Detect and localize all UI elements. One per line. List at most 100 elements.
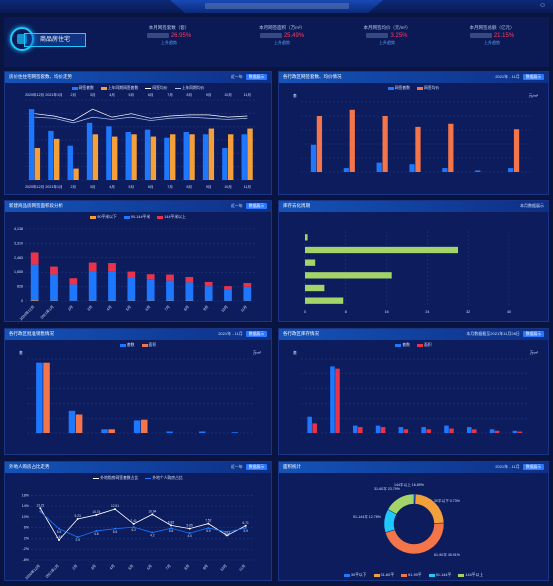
bar [421, 427, 426, 433]
tick-label: 8月 [187, 184, 193, 189]
bar [54, 138, 60, 180]
data-point [76, 517, 79, 520]
tick-label: 9月 [206, 184, 212, 189]
tick-label: 3月 [86, 304, 93, 311]
bar-segment [50, 266, 58, 275]
legend: 网签套数 网签均价 [279, 86, 548, 91]
tick-label: 10月 [219, 563, 228, 572]
data-view-button[interactable]: 数据展示 [245, 203, 267, 209]
axis-unit-right: 万m² [252, 351, 261, 355]
bar [141, 419, 148, 433]
chart-area-stats: 30平以下 0.73% 31-60平 23.79% 61-90平 45.91% 91-… [353, 482, 461, 557]
bar-segment [127, 271, 136, 279]
panel-district-inventory: 各行政区库存情况 本月数据截至2021年11月28日 数据展示 套数 面积 套 万… [278, 328, 549, 455]
kpi-value: 26.95% [170, 33, 192, 40]
bar-segment [204, 281, 213, 287]
period-select[interactable]: 2021年 - 11月 [495, 464, 520, 469]
data-label: 6.71 [243, 521, 249, 525]
tick-label: 2月 [71, 184, 77, 189]
top-bar: ☺ [0, 0, 553, 13]
tick-label: 4月 [105, 304, 112, 311]
legend-item: 上年同期网签套数 [107, 86, 139, 90]
y-tick-label: 18% [22, 493, 30, 497]
kpi-total: 本月网签总额（亿元） 21.15% 上升趋势 [442, 25, 542, 61]
kpi-label: 本月网签面积（万m²） [259, 25, 305, 30]
tick-label: 2020年12月 [18, 304, 35, 321]
panel-title: 各行政区网签套数、均价情况 [283, 74, 342, 79]
period-note: 本月数据截至2021年11月28日 [466, 331, 520, 336]
data-view-button[interactable]: 数据展示 [522, 74, 544, 80]
data-label: 9.23 [75, 514, 81, 518]
tick-label: 4月 [109, 184, 115, 189]
legend-item: 31-60平 [380, 573, 395, 577]
tick-label: 11月 [239, 304, 248, 313]
data-view-button[interactable]: 数据展示 [245, 331, 267, 337]
tick-label: 7月 [163, 304, 170, 311]
legend-item: 套数 [126, 343, 135, 347]
bar [449, 428, 454, 433]
bar-segment [185, 276, 194, 283]
axis-unit-left: 套 [293, 94, 297, 98]
chart-approved-sales [27, 358, 255, 434]
kpi-trend: 上升趋势 [274, 40, 290, 46]
bar [36, 362, 43, 433]
tick-label: 10月 [224, 92, 232, 97]
data-view-button[interactable]: 数据展示 [522, 464, 544, 470]
tick-label: 4月 [108, 563, 115, 570]
bar-segment [69, 284, 78, 301]
panel-inventory-cycle: 库存去化周期 本月数据展示 0 8 16 24 32 40 [278, 200, 549, 322]
chart-inventory-cycle: 0 8 16 24 32 40 [304, 231, 511, 314]
slice-label: 91-144平 12.78% [353, 515, 382, 519]
data-view-button[interactable]: 数据展示 [245, 464, 267, 470]
tick-label: 2月 [67, 304, 74, 311]
bar [513, 129, 520, 172]
bar [106, 126, 112, 180]
legend: 外地购房网签套数占比 外地个人购房占比 [5, 476, 271, 481]
bar [335, 368, 340, 433]
chart-nonlocal-ratio: -6% -2% 2% 6% 10% 14% 18% 13.22 1.44 9.23 10.74 12.… [22, 493, 255, 580]
brand-label: 商品房住宅 [24, 33, 86, 47]
chart-trend: 2020年12月 2021年1月 2月 3月 4月 5月 6月 7月 8月 9月 10月 11月202… [25, 92, 257, 189]
kpi-value: 3.25% [390, 33, 408, 40]
bar [222, 148, 228, 180]
bar-segment [166, 274, 174, 281]
legend: 30平以下 31-60平 61-90平 91-144平 144平以上 [279, 573, 548, 578]
data-label: 5.6 [57, 530, 62, 534]
x-tick-label: 40 [507, 310, 511, 314]
tick-label: 8月 [183, 304, 190, 311]
kpi-label: 本月网签总额（亿元） [469, 25, 515, 30]
tick-label: 6月 [148, 92, 154, 97]
panel-title: 外地人购房占比走势 [9, 464, 50, 469]
kpi-trend: 上升趋势 [484, 40, 500, 46]
bar [144, 129, 151, 180]
data-point [114, 527, 116, 530]
period-select[interactable]: 近一年 [230, 74, 243, 79]
x-tick-label: 24 [425, 310, 429, 314]
legend: 网签套数 上年同期网签套数 网签均价 上年同期均价 [5, 86, 271, 91]
bar [343, 168, 349, 172]
bar [166, 431, 173, 433]
period-select[interactable]: 2021年 - 11月 [218, 331, 243, 336]
period-select[interactable]: 近一年 [230, 203, 243, 208]
legend-item: 144平米以上 [164, 215, 186, 219]
bar [198, 431, 206, 433]
user-icon[interactable]: ☺ [539, 2, 547, 9]
tick-label: 3月 [90, 563, 97, 570]
tick-label: 10月 [220, 304, 229, 313]
legend: 90平米以下 90-144平米 144平米以上 [5, 215, 271, 220]
tick-label: 6月 [144, 304, 151, 311]
bar [349, 109, 355, 172]
panel-title: 各行政区批准销售情况 [9, 331, 54, 336]
period-select[interactable]: 近一年 [230, 464, 243, 469]
legend: 套数 面积 [279, 343, 548, 348]
kpi-header: 商品房住宅 本月网签套数（套） 26.95% 上升趋势 本月网签面积（万m²） … [4, 17, 549, 67]
data-point [95, 513, 98, 516]
y-tick-label: 4,138 [14, 227, 23, 231]
data-view-button[interactable]: 数据展示 [245, 74, 267, 80]
data-view-button[interactable]: 数据展示 [522, 331, 544, 337]
bar [448, 123, 454, 172]
bar [183, 132, 189, 180]
period-select[interactable]: 2021年 - 11月 [495, 74, 520, 79]
bar-segment [88, 262, 97, 272]
data-point [58, 538, 60, 541]
